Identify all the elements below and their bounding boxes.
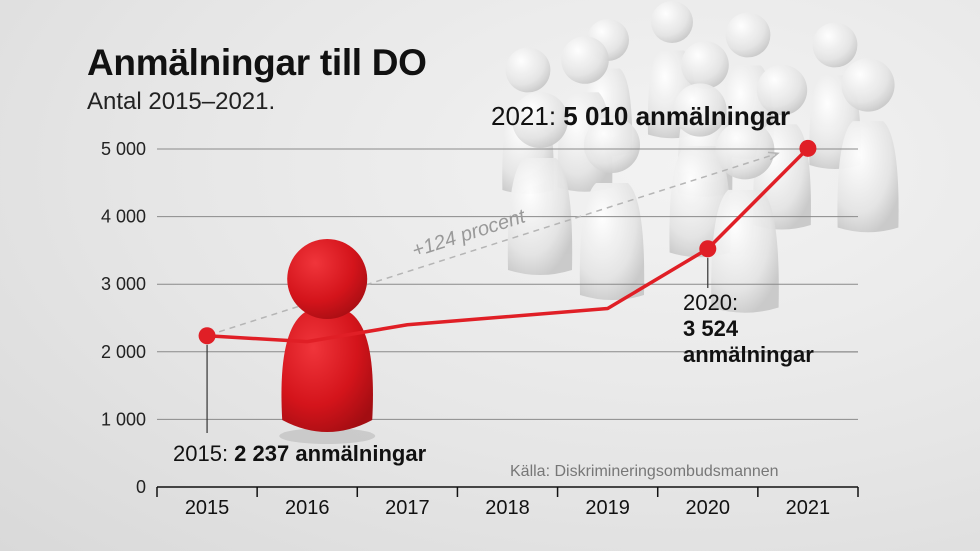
annotation-leaders bbox=[206, 257, 858, 433]
data-point-2021 bbox=[799, 139, 817, 157]
y-axis-ticks: 0 1 000 2 000 3 000 4 000 5 000 bbox=[101, 139, 146, 497]
x-tick-label: 2021 bbox=[786, 497, 831, 519]
annotation-2021-prefix: 2021: bbox=[491, 101, 564, 131]
annotation-2020-unit: anmälningar bbox=[683, 342, 814, 367]
x-axis: 2015 2016 2017 2018 2019 2020 2021 bbox=[156, 486, 859, 519]
series-line bbox=[198, 139, 817, 345]
x-tick-label: 2020 bbox=[686, 497, 731, 519]
x-tick-label: 2016 bbox=[285, 497, 330, 519]
x-tick-label: 2017 bbox=[385, 497, 430, 519]
annotation-2020-prefix: 2020: bbox=[683, 290, 739, 315]
annotation-2015-prefix: 2015: bbox=[173, 441, 235, 466]
y-tick-label: 1 000 bbox=[101, 409, 146, 429]
background-pawn bbox=[711, 120, 779, 313]
annotation-2020: 2020: 3 524 anmälningar bbox=[683, 290, 814, 368]
x-tick-label: 2015 bbox=[185, 497, 230, 519]
source-note: Källa: Diskrimineringsombudsmannen bbox=[510, 463, 779, 480]
annotation-2015-value: 2 237 anmälningar bbox=[234, 441, 427, 466]
y-tick-label: 5 000 bbox=[101, 139, 146, 159]
y-tick-label: 0 bbox=[136, 477, 146, 497]
x-tick-label: 2018 bbox=[485, 497, 530, 519]
y-tick-label: 3 000 bbox=[101, 274, 146, 294]
annotation-2021: 2021: 5 010 anmälningar bbox=[491, 103, 790, 129]
data-point-2015 bbox=[198, 327, 216, 345]
chart-title: Anmälningar till DO bbox=[87, 42, 427, 83]
growth-arrow-line bbox=[218, 152, 779, 333]
background-pawn bbox=[579, 117, 645, 300]
red-pawn-head bbox=[287, 239, 368, 319]
chart-subtitle: Antal 2015–2021. bbox=[87, 88, 276, 115]
annotation-2015: 2015: 2 237 anmälningar bbox=[173, 441, 426, 467]
growth-arrow-head bbox=[767, 151, 780, 161]
background-pawn bbox=[837, 58, 899, 233]
red-pawn-body bbox=[281, 312, 373, 432]
background-pawns-illustration bbox=[502, 1, 899, 313]
annotation-2020-value: 3 524 bbox=[683, 316, 739, 341]
data-point-2020 bbox=[699, 240, 717, 258]
y-tick-label: 4 000 bbox=[101, 207, 146, 227]
annotation-2021-value: 5 010 anmälningar bbox=[563, 101, 791, 131]
y-tick-label: 2 000 bbox=[101, 342, 146, 362]
x-tick-label: 2019 bbox=[585, 497, 630, 519]
